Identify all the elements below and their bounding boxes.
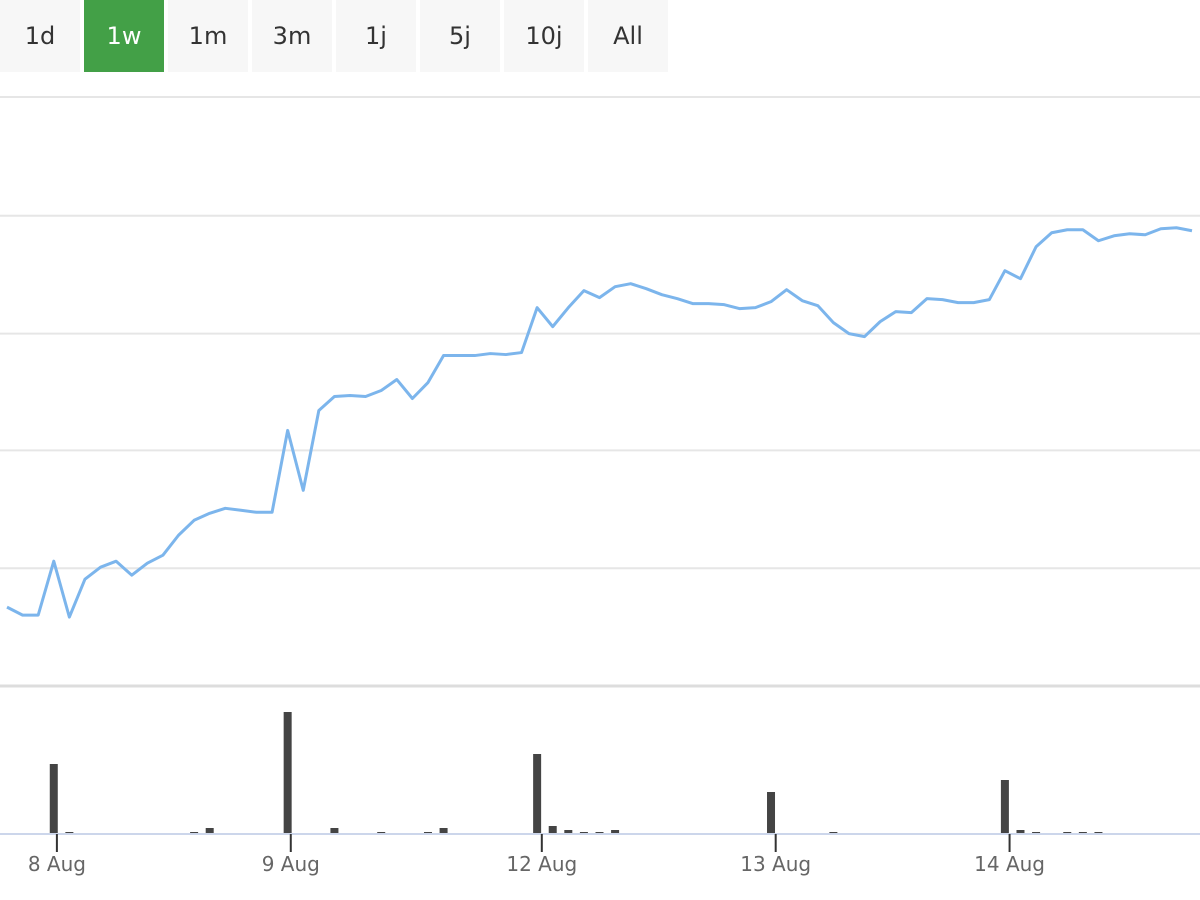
volume-bar [548, 826, 557, 834]
range-button[interactable]: 1w [84, 0, 164, 72]
range-button[interactable]: 10j [504, 0, 584, 72]
x-tick-label: 14 Aug [974, 852, 1045, 876]
x-tick-label: 9 Aug [262, 852, 320, 876]
range-button[interactable]: 1j [336, 0, 416, 72]
volume-bar [205, 828, 214, 834]
volume-bar [439, 828, 448, 834]
range-button[interactable]: 1d [0, 0, 80, 72]
volume-bar [283, 712, 292, 834]
range-button[interactable]: 3m [252, 0, 332, 72]
x-tick-label: 8 Aug [28, 852, 86, 876]
volume-bar [611, 830, 620, 834]
price-line [6, 226, 1193, 619]
volume-bar [1000, 780, 1009, 834]
volume-bar [1016, 830, 1025, 834]
range-button[interactable]: All [588, 0, 668, 72]
range-button[interactable]: 1m [168, 0, 248, 72]
volume-bar [49, 764, 58, 834]
x-tick-label: 13 Aug [740, 852, 811, 876]
volume-bar [533, 754, 542, 834]
range-button[interactable]: 5j [420, 0, 500, 72]
volume-bar [564, 830, 573, 834]
x-tick-label: 12 Aug [506, 852, 577, 876]
volume-bar [767, 792, 776, 834]
volume-bar [330, 828, 339, 834]
